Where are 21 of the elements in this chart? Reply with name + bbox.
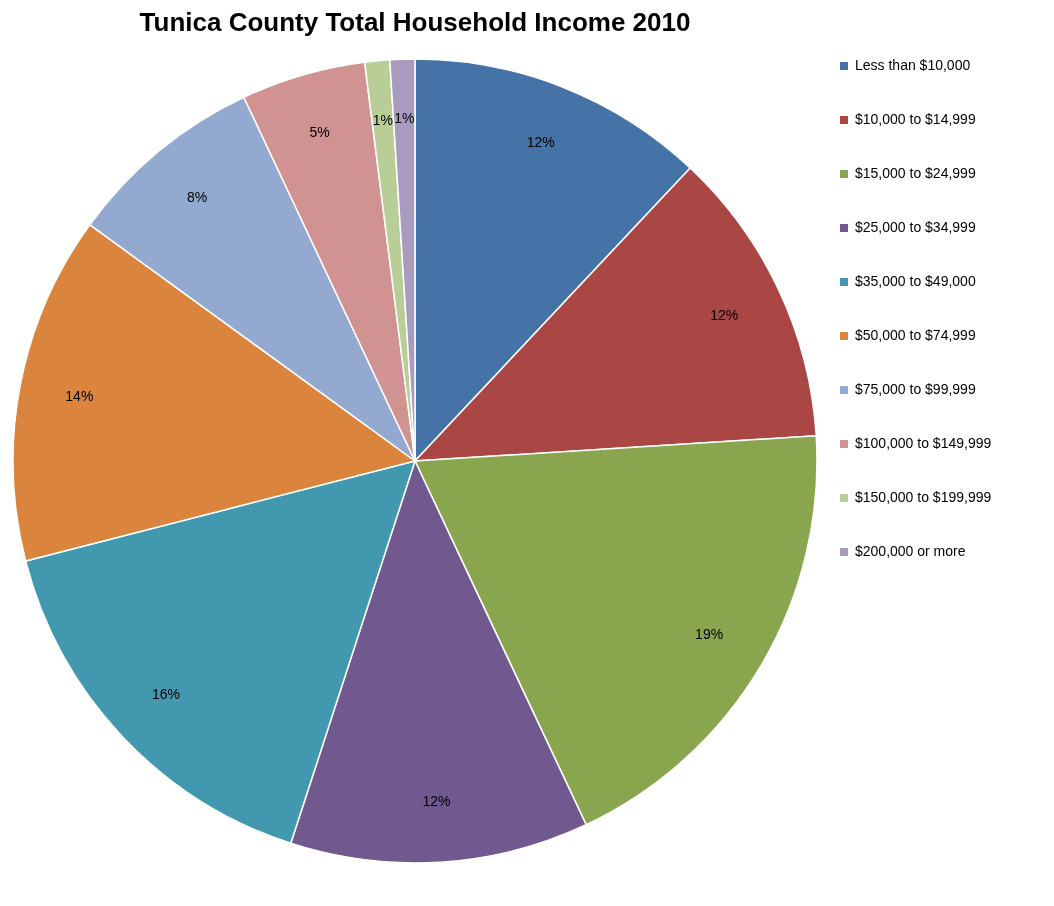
data-label: 5% <box>309 123 330 140</box>
legend-label: $10,000 to $14,999 <box>855 111 976 127</box>
chart-title: Tunica County Total Household Income 2010 <box>139 7 691 37</box>
data-label: 1% <box>372 111 393 128</box>
data-label: 12% <box>422 793 451 810</box>
data-label: 16% <box>151 685 180 702</box>
legend-label: $25,000 to $34,999 <box>855 219 976 235</box>
data-label: 8% <box>187 188 208 205</box>
legend-label: $15,000 to $24,999 <box>855 165 976 181</box>
legend-label: $100,000 to $149,999 <box>855 435 992 451</box>
data-label: 12% <box>710 306 739 323</box>
legend-label: $200,000 or more <box>855 543 966 559</box>
legend-label: $35,000 to $49,000 <box>855 273 976 289</box>
data-label: 19% <box>695 625 724 642</box>
legend-label: $75,000 to $99,999 <box>855 381 976 397</box>
legend-label: Less than $10,000 <box>855 57 971 73</box>
legend-label: $150,000 to $199,999 <box>855 489 992 505</box>
legend-label: $50,000 to $74,999 <box>855 327 976 343</box>
data-label: 1% <box>394 110 415 127</box>
data-label: 14% <box>65 387 94 404</box>
data-label: 12% <box>526 134 555 151</box>
